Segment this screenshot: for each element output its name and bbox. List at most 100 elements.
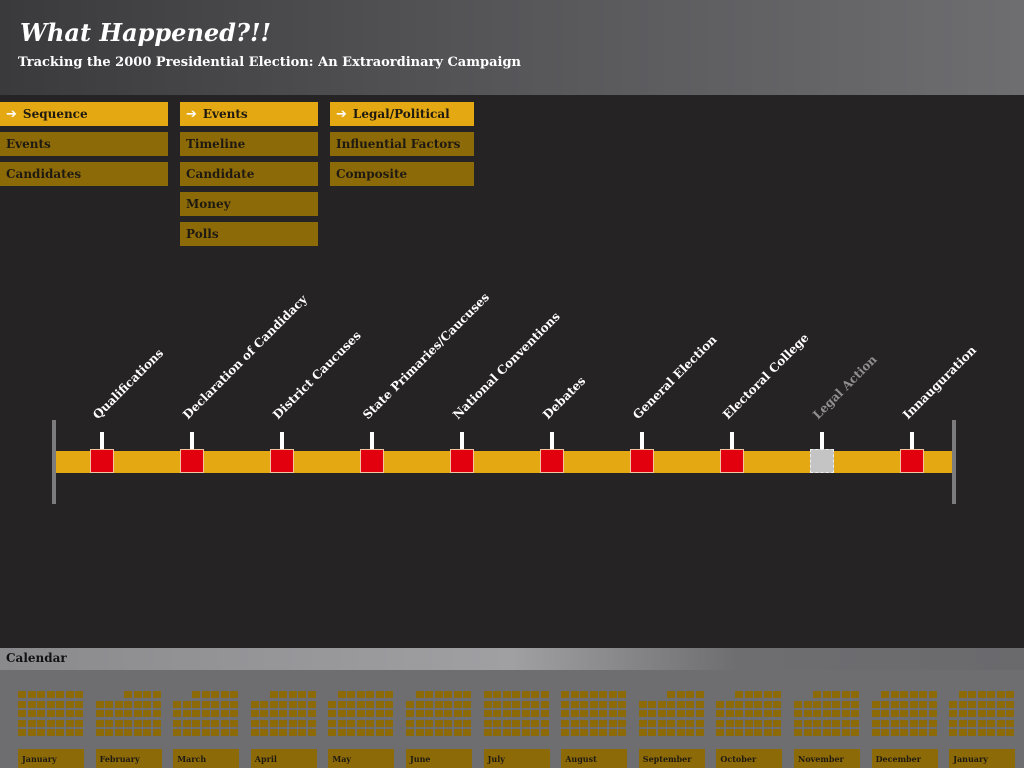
calendar-day-cell[interactable]	[307, 719, 316, 727]
calendar-day-cell[interactable]	[1006, 691, 1015, 698]
calendar-day-cell[interactable]	[211, 729, 220, 736]
calendar-day-cell[interactable]	[763, 710, 772, 717]
calendar-day-cell[interactable]	[928, 729, 937, 736]
calendar-day-cell[interactable]	[881, 719, 890, 727]
calendar-day-cell[interactable]	[695, 700, 704, 708]
calendar-day-cell[interactable]	[725, 719, 734, 727]
calendar-day-cell[interactable]	[648, 719, 657, 727]
calendar-day-cell[interactable]	[667, 719, 676, 727]
calendar-day-cell[interactable]	[919, 700, 928, 708]
calendar-day-cell[interactable]	[803, 710, 812, 717]
calendar-day-cell[interactable]	[366, 691, 375, 698]
calendar-day-cell[interactable]	[385, 691, 394, 698]
calendar-day-cell[interactable]	[143, 691, 152, 698]
calendar-day-cell[interactable]	[996, 691, 1005, 698]
calendar-day-cell[interactable]	[211, 700, 220, 708]
calendar-day-cell[interactable]	[65, 729, 74, 736]
calendar-day-cell[interactable]	[133, 700, 142, 708]
calendar-day-cell[interactable]	[832, 710, 840, 717]
calendar-day-cell[interactable]	[841, 700, 850, 708]
calendar-day-cell[interactable]	[589, 710, 598, 717]
calendar-day-cell[interactable]	[794, 710, 802, 717]
calendar-day-cell[interactable]	[114, 710, 123, 717]
stage-label-general-election[interactable]: General Election	[630, 332, 720, 422]
calendar-day-cell[interactable]	[211, 691, 220, 698]
calendar-day-cell[interactable]	[230, 700, 239, 708]
calendar-day-cell[interactable]	[463, 719, 471, 727]
calendar-day-cell[interactable]	[250, 719, 259, 727]
calendar-day-cell[interactable]	[735, 729, 744, 736]
calendar-day-cell[interactable]	[406, 710, 414, 717]
calendar-day-cell[interactable]	[773, 710, 782, 717]
calendar-day-cell[interactable]	[744, 700, 753, 708]
calendar-day-cell[interactable]	[133, 691, 142, 698]
calendar-day-cell[interactable]	[230, 729, 239, 736]
calendar-day-cell[interactable]	[124, 729, 133, 736]
calendar-day-cell[interactable]	[56, 729, 64, 736]
calendar-day-cell[interactable]	[881, 700, 890, 708]
calendar-day-cell[interactable]	[540, 729, 549, 736]
calendar-day-cell[interactable]	[269, 710, 278, 717]
calendar-day-cell[interactable]	[949, 719, 958, 727]
calendar-day-cell[interactable]	[415, 719, 424, 727]
calendar-day-cell[interactable]	[152, 719, 161, 727]
stage-label-district-caucuses[interactable]: District Caucuses	[270, 328, 364, 422]
calendar-day-cell[interactable]	[18, 691, 26, 698]
calendar-day-cell[interactable]	[987, 729, 996, 736]
calendar-day-cell[interactable]	[754, 700, 763, 708]
calendar-day-cell[interactable]	[618, 700, 627, 708]
calendar-day-cell[interactable]	[871, 729, 880, 736]
calendar-day-cell[interactable]	[18, 710, 26, 717]
calendar-day-cell[interactable]	[580, 719, 589, 727]
calendar-day-cell[interactable]	[356, 691, 365, 698]
calendar-day-cell[interactable]	[958, 710, 967, 717]
calendar-day-cell[interactable]	[502, 729, 511, 736]
calendar-day-cell[interactable]	[173, 719, 182, 727]
calendar-day-cell[interactable]	[716, 719, 725, 727]
calendar-day-cell[interactable]	[900, 719, 909, 727]
calendar-day-cell[interactable]	[744, 691, 753, 698]
calendar-day-cell[interactable]	[444, 719, 452, 727]
calendar-day-cell[interactable]	[307, 700, 316, 708]
calendar-day-cell[interactable]	[676, 729, 685, 736]
calendar-day-cell[interactable]	[143, 719, 152, 727]
calendar-day-cell[interactable]	[173, 700, 182, 708]
calendar-day-cell[interactable]	[502, 700, 511, 708]
calendar-day-cell[interactable]	[220, 700, 229, 708]
stage-label-electoral-college[interactable]: Electoral College	[720, 330, 812, 422]
calendar-day-cell[interactable]	[288, 729, 297, 736]
calendar-day-cell[interactable]	[540, 700, 549, 708]
menu-item-c1-candidates[interactable]: Candidates	[0, 162, 168, 186]
calendar-day-cell[interactable]	[822, 710, 831, 717]
calendar-day-cell[interactable]	[570, 710, 579, 717]
calendar-day-cell[interactable]	[366, 700, 375, 708]
calendar-day-cell[interactable]	[638, 710, 647, 717]
calendar-day-cell[interactable]	[803, 729, 812, 736]
calendar-day-cell[interactable]	[648, 700, 657, 708]
calendar-day-cell[interactable]	[65, 710, 74, 717]
calendar-day-cell[interactable]	[773, 719, 782, 727]
calendar-day-cell[interactable]	[919, 719, 928, 727]
calendar-day-cell[interactable]	[453, 691, 462, 698]
calendar-day-cell[interactable]	[890, 700, 899, 708]
calendar-day-cell[interactable]	[900, 710, 909, 717]
menu-item-c2-polls[interactable]: Polls	[180, 222, 318, 246]
calendar-day-cell[interactable]	[95, 710, 104, 717]
calendar-day-cell[interactable]	[483, 700, 492, 708]
calendar-day-cell[interactable]	[909, 729, 918, 736]
calendar-day-cell[interactable]	[250, 729, 259, 736]
calendar-day-cell[interactable]	[415, 729, 424, 736]
calendar-day-cell[interactable]	[977, 710, 986, 717]
calendar-day-cell[interactable]	[425, 710, 433, 717]
calendar-day-cell[interactable]	[347, 691, 356, 698]
calendar-day-cell[interactable]	[65, 719, 74, 727]
calendar-day-cell[interactable]	[521, 719, 530, 727]
calendar-day-cell[interactable]	[502, 719, 511, 727]
calendar-day-cell[interactable]	[987, 700, 996, 708]
calendar-day-cell[interactable]	[279, 710, 288, 717]
calendar-day-cell[interactable]	[444, 691, 452, 698]
calendar-day-cell[interactable]	[561, 691, 570, 698]
calendar-day-cell[interactable]	[27, 691, 36, 698]
calendar-day-cell[interactable]	[444, 729, 452, 736]
calendar-day-cell[interactable]	[260, 700, 269, 708]
